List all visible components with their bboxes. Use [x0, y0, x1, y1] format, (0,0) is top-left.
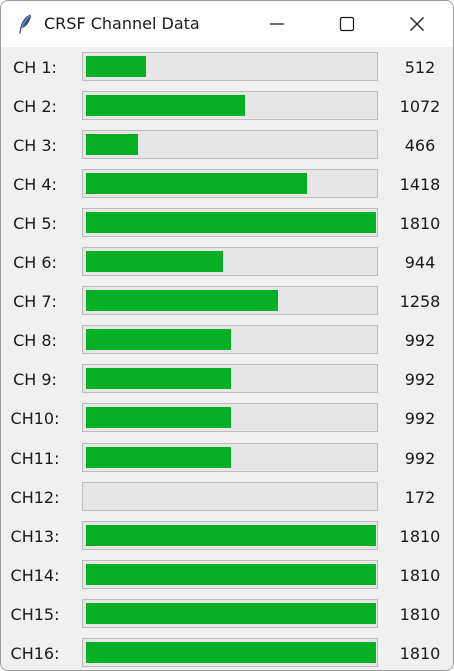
channel-row: CH10: 992 — [1, 399, 453, 438]
channel-value: 1418 — [399, 175, 441, 195]
channel-row: CH15: 1810 — [1, 595, 453, 634]
channel-progress-bar — [82, 520, 378, 550]
channel-value: 944 — [404, 253, 436, 273]
channel-progress-fill — [86, 446, 232, 468]
channel-progress-bar — [82, 364, 378, 394]
window-title: CRSF Channel Data — [44, 14, 200, 33]
channel-value: 1810 — [399, 604, 441, 624]
channel-progress-fill — [86, 212, 376, 234]
channel-row: CH 9: 992 — [1, 360, 453, 399]
title-bar[interactable]: CRSF Channel Data — [1, 1, 453, 47]
channel-progress-fill — [86, 407, 232, 429]
channel-progress-bar — [82, 442, 378, 472]
channel-value: 992 — [404, 448, 436, 468]
channel-progress-bar — [82, 481, 378, 511]
channel-value: 1810 — [399, 214, 441, 234]
channel-label: CH 7: — [13, 292, 57, 312]
minimize-button[interactable] — [242, 1, 312, 47]
channel-progress-bar — [82, 637, 378, 667]
channel-progress-bar — [82, 325, 378, 355]
minimize-icon — [270, 23, 284, 25]
channel-progress-fill — [86, 134, 139, 156]
channel-label: CH 8: — [13, 331, 57, 351]
channel-progress-fill — [86, 524, 376, 546]
close-icon — [410, 17, 424, 31]
channel-progress-bar — [82, 130, 378, 160]
maximize-button[interactable] — [312, 1, 382, 47]
channel-value: 1810 — [399, 643, 441, 663]
channel-progress-bar — [82, 403, 378, 433]
channel-list: CH 1: 512 CH 2: 1072 CH 3: 466 CH 4: 1418 CH 5: 1… — [1, 47, 453, 670]
channel-progress-fill — [86, 290, 279, 312]
close-button[interactable] — [382, 1, 452, 47]
channel-row: CH16: 1810 — [1, 634, 453, 670]
channel-progress-bar — [82, 52, 378, 81]
channel-progress-fill — [86, 173, 307, 195]
feather-icon — [17, 13, 33, 35]
channel-progress-fill — [86, 251, 223, 273]
channel-label: CH14: — [10, 565, 60, 585]
channel-label: CH 9: — [13, 370, 57, 390]
channel-value: 1810 — [399, 526, 441, 546]
channel-value: 1258 — [399, 292, 441, 312]
channel-value: 466 — [404, 136, 436, 156]
channel-progress-fill — [86, 641, 376, 663]
channel-row: CH 1: 512 — [1, 48, 453, 87]
channel-progress-bar — [82, 169, 378, 199]
channel-progress-bar — [82, 247, 378, 277]
channel-progress-fill — [86, 56, 147, 77]
channel-progress-fill — [86, 602, 376, 624]
channel-value: 1810 — [399, 565, 441, 585]
channel-value: 512 — [404, 58, 436, 77]
channel-progress-bar — [82, 208, 378, 238]
channel-label: CH11: — [10, 448, 60, 468]
channel-label: CH12: — [10, 487, 60, 507]
channel-label: CH 1: — [13, 58, 57, 77]
channel-value: 992 — [404, 409, 436, 429]
channel-value: 992 — [404, 370, 436, 390]
channel-label: CH13: — [10, 526, 60, 546]
channel-row: CH 8: 992 — [1, 321, 453, 360]
channel-label: CH16: — [10, 643, 60, 663]
channel-progress-bar — [82, 559, 378, 589]
channel-row: CH11: 992 — [1, 439, 453, 478]
channel-row: CH13: 1810 — [1, 517, 453, 556]
channel-label: CH 2: — [13, 97, 57, 117]
channel-row: CH 4: 1418 — [1, 165, 453, 204]
channel-row: CH 7: 1258 — [1, 282, 453, 321]
channel-progress-bar — [82, 91, 378, 121]
channel-row: CH 5: 1810 — [1, 204, 453, 243]
channel-label: CH 6: — [13, 253, 57, 273]
channel-value: 1072 — [399, 97, 441, 117]
channel-label: CH10: — [10, 409, 60, 429]
maximize-icon — [339, 16, 355, 32]
channel-label: CH 5: — [13, 214, 57, 234]
channel-label: CH15: — [10, 604, 60, 624]
channel-row: CH 3: 466 — [1, 126, 453, 165]
channel-progress-bar — [82, 286, 378, 316]
channel-row: CH 2: 1072 — [1, 87, 453, 126]
channel-progress-bar — [82, 598, 378, 628]
channel-value: 992 — [404, 331, 436, 351]
channel-progress-fill — [86, 368, 232, 390]
channel-label: CH 4: — [13, 175, 57, 195]
channel-row: CH12: 172 — [1, 478, 453, 517]
channel-value: 172 — [404, 487, 436, 507]
channel-row: CH14: 1810 — [1, 556, 453, 595]
channel-progress-fill — [86, 563, 376, 585]
channel-progress-fill — [86, 329, 232, 351]
channel-row: CH 6: 944 — [1, 243, 453, 282]
channel-label: CH 3: — [13, 136, 57, 156]
channel-progress-fill — [86, 95, 246, 117]
